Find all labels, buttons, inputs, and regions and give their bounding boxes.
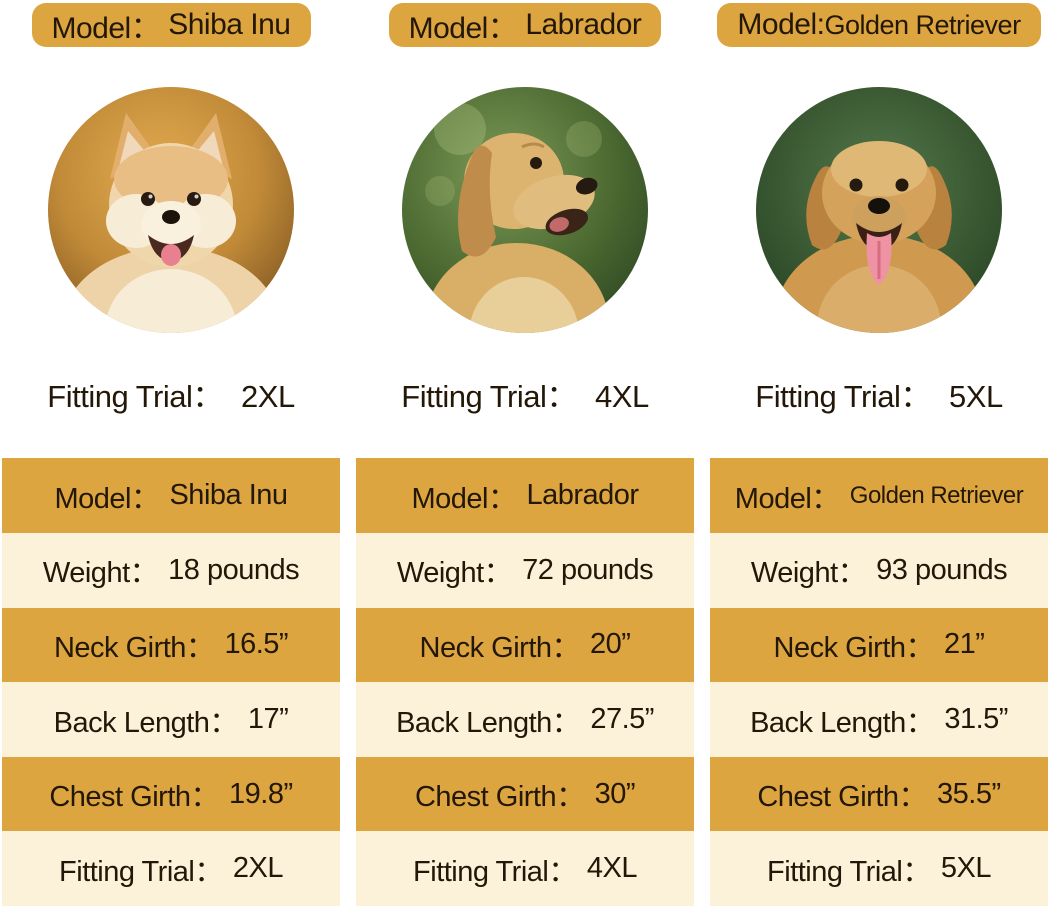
spec-row-neck-girth: Neck Girth： 21” xyxy=(710,607,1048,683)
spec-row-neck-girth: Neck Girth： 16.5” xyxy=(2,607,340,683)
spec-value: 16.5” xyxy=(224,628,289,661)
spec-row-chest-girth: Chest Girth： 30” xyxy=(356,756,694,832)
spec-value: 31.5” xyxy=(944,703,1008,736)
model-badge-value: Shiba Inu xyxy=(168,8,291,42)
spec-label: Fitting Trial： xyxy=(59,855,223,888)
spec-value: 27.5” xyxy=(590,703,654,736)
spec-value: 5XL xyxy=(940,852,992,885)
spec-label: Back Length： xyxy=(396,706,581,739)
spec-value: Golden Retriever xyxy=(849,481,1024,509)
fitting-trial-value: 2XL xyxy=(241,379,295,415)
model-badge-label: Model： xyxy=(408,12,518,46)
model-badge: Model： Shiba Inu xyxy=(31,3,311,48)
fitting-trial-line: Fitting Trial： 5XL xyxy=(755,371,1003,416)
spec-label: Chest Girth： xyxy=(49,781,220,814)
spec-row-fitting-trial: Fitting Trial： 4XL xyxy=(356,831,694,906)
spec-row-chest-girth: Chest Girth： 19.8” xyxy=(2,756,340,832)
spec-label: Model： xyxy=(411,482,517,515)
fitting-trial-value: 5XL xyxy=(949,379,1003,415)
fitting-trial-label: Fitting Trial： xyxy=(47,379,223,415)
spec-value: 93 pounds xyxy=(876,553,1008,586)
spec-row-chest-girth: Chest Girth： 35.5” xyxy=(710,756,1048,832)
spec-value: 4XL xyxy=(586,852,638,885)
spec-value: 35.5” xyxy=(937,777,1001,810)
spec-row-model: Model： Labrador xyxy=(356,458,694,534)
spec-table-labrador: Model： Labrador Weight： 72 pounds Neck G… xyxy=(356,458,694,906)
labrador-photo xyxy=(402,87,648,334)
spec-table-shiba-inu: Model： Shiba Inu Weight： 18 pounds Neck … xyxy=(2,458,340,906)
spec-label: Neck Girth： xyxy=(53,631,215,664)
fitting-trial-label: Fitting Trial： xyxy=(755,379,931,415)
spec-row-model: Model： Shiba Inu xyxy=(2,458,340,534)
spec-row-weight: Weight： 93 pounds xyxy=(710,533,1048,608)
spec-label: Model： xyxy=(54,482,160,515)
spec-value: 17” xyxy=(247,703,289,736)
fitting-trial-value: 4XL xyxy=(595,379,649,415)
model-badge-value: Golden Retriever xyxy=(824,9,1021,40)
fitting-trial-line: Fitting Trial： 2XL xyxy=(47,371,295,416)
spec-label: Model： xyxy=(734,482,841,515)
spec-label: Back Length： xyxy=(53,706,239,739)
spec-row-fitting-trial: Fitting Trial： 5XL xyxy=(710,831,1048,906)
column-shiba-inu: Model： Shiba Inu xyxy=(2,0,340,906)
spec-label: Back Length： xyxy=(750,706,935,739)
model-badge-label: Model: xyxy=(737,8,825,42)
spec-value: 72 pounds xyxy=(522,553,654,586)
model-badge-value: Labrador xyxy=(525,8,642,42)
fitting-trial-line: Fitting Trial： 4XL xyxy=(401,371,649,416)
spec-row-back-length: Back Length： 17” xyxy=(2,682,340,757)
column-labrador: Model： Labrador xyxy=(356,0,694,906)
shiba-inu-photo xyxy=(48,87,294,334)
spec-label: Weight： xyxy=(42,557,159,590)
spec-row-back-length: Back Length： 27.5” xyxy=(356,682,694,757)
model-badge: Model： Labrador xyxy=(388,3,662,48)
spec-row-model: Model： Golden Retriever xyxy=(710,458,1048,534)
model-badge-label: Model： xyxy=(51,12,161,46)
spec-row-back-length: Back Length： 31.5” xyxy=(710,682,1048,757)
spec-value: 18 pounds xyxy=(168,553,300,586)
spec-row-fitting-trial: Fitting Trial： 2XL xyxy=(2,831,340,906)
column-golden-retriever: Model: Golden Retriever xyxy=(710,0,1048,906)
spec-table-golden-retriever: Model： Golden Retriever Weight： 93 pound… xyxy=(710,458,1048,906)
spec-value: 19.8” xyxy=(229,777,293,810)
spec-value: 20” xyxy=(590,628,631,661)
spec-label: Neck Girth： xyxy=(773,631,935,664)
spec-row-weight: Weight： 72 pounds xyxy=(356,533,694,608)
spec-row-neck-girth: Neck Girth： 20” xyxy=(356,607,694,683)
spec-row-weight: Weight： 18 pounds xyxy=(2,533,340,608)
spec-value: 2XL xyxy=(232,852,284,885)
spec-value: 21” xyxy=(944,628,985,661)
fitting-trial-label: Fitting Trial： xyxy=(401,379,577,415)
spec-label: Neck Girth： xyxy=(419,631,581,664)
golden-retriever-photo xyxy=(756,87,1002,334)
model-badge: Model: Golden Retriever xyxy=(717,3,1041,48)
spec-label: Weight： xyxy=(396,557,513,590)
spec-value: 30” xyxy=(594,777,636,810)
spec-label: Fitting Trial： xyxy=(767,855,931,888)
spec-label: Fitting Trial： xyxy=(413,855,577,888)
spec-label: Chest Girth： xyxy=(414,781,585,814)
spec-value: Labrador xyxy=(526,479,639,512)
spec-label: Weight： xyxy=(750,557,867,590)
spec-label: Chest Girth： xyxy=(757,781,928,814)
spec-value: Shiba Inu xyxy=(169,479,288,512)
